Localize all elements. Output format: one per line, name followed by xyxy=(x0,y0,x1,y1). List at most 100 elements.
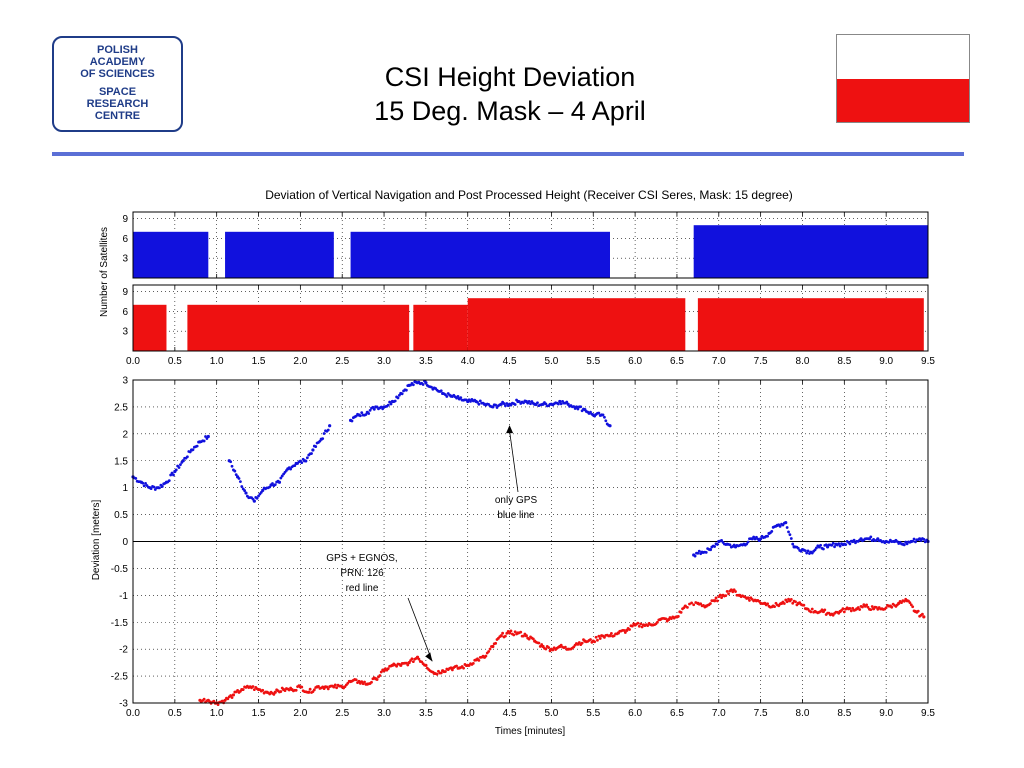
egnos-point-fill xyxy=(346,681,350,685)
egnos-point-fill xyxy=(679,610,683,614)
gps-only-point-fill xyxy=(202,439,206,443)
egnos-point-fill xyxy=(690,601,693,605)
deviation-frame xyxy=(132,379,929,704)
logo-line-5: RESEARCH xyxy=(86,98,149,110)
egnos-point-fill xyxy=(477,658,481,662)
gps-only-point-fill xyxy=(229,460,233,464)
gps-only-point-fill xyxy=(919,539,923,542)
egnos-point-fill xyxy=(909,603,913,607)
gps-only-point-fill xyxy=(421,383,425,386)
egnos-point-fill xyxy=(363,680,366,684)
egnos-point-fill xyxy=(890,605,894,609)
egnos-point-fill xyxy=(494,641,498,645)
gps-only-point xyxy=(708,547,713,552)
chart-title: Deviation of Vertical Navigation and Pos… xyxy=(265,188,793,202)
gps-only-point-fill xyxy=(174,468,178,472)
deviation-xtick-label: 4.5 xyxy=(503,708,517,719)
egnos-point-fill xyxy=(789,597,793,601)
egnos-satellites-xtick-label: 5.5 xyxy=(586,356,600,367)
egnos-point-fill xyxy=(734,590,737,593)
gps-only-point xyxy=(277,480,282,484)
deviation-xtick-label: 6.5 xyxy=(670,708,684,719)
egnos-satellites-xtick-label: 7.0 xyxy=(712,356,726,367)
deviation-ytick-label: -3 xyxy=(119,699,128,710)
gps-only-point-fill xyxy=(565,400,569,404)
gps-only-point xyxy=(566,402,570,406)
egnos-point-fill xyxy=(386,667,390,671)
egnos-point-fill xyxy=(216,703,220,706)
gps-only-point-fill xyxy=(715,543,719,546)
egnos-point-fill xyxy=(519,630,523,634)
egnos-satellites-xtick-label: 9.0 xyxy=(879,356,893,367)
deviation-ytick-label: -1 xyxy=(119,591,128,602)
egnos-point-fill xyxy=(902,599,906,603)
gps-only-point-fill xyxy=(505,402,509,405)
egnos-point-fill xyxy=(802,603,806,607)
gps-only-point xyxy=(491,405,495,409)
egnos-satellites-bar xyxy=(467,298,686,351)
deviation-xtick-label: 7.5 xyxy=(754,708,768,719)
egnos-point-fill xyxy=(766,602,770,606)
gps-only-point xyxy=(424,381,428,385)
gps-only-point-fill xyxy=(404,388,408,392)
gps-only-point-fill xyxy=(364,413,368,416)
egnos-satellites-xtick-label: 2.5 xyxy=(335,356,349,367)
egnos-point-fill xyxy=(785,600,789,604)
gps-only-point-fill xyxy=(368,408,372,412)
deviation-xtick-label: 9.5 xyxy=(921,708,935,719)
egnos-point-fill xyxy=(417,657,421,661)
gps-only-point-fill xyxy=(589,410,592,414)
gps-only-point-fill xyxy=(789,537,793,540)
gps-satellites-bar xyxy=(133,231,209,278)
gps-only-point-fill xyxy=(503,404,507,408)
egnos-point-fill xyxy=(727,592,730,596)
gps-only-point-fill xyxy=(411,383,415,387)
egnos-satellites-frame xyxy=(132,284,929,352)
gps-only-point-fill xyxy=(887,540,891,544)
egnos-point-fill xyxy=(471,661,475,665)
egnos-point-fill xyxy=(656,620,659,624)
egnos-point-fill xyxy=(782,602,786,605)
egnos-point xyxy=(223,698,227,702)
egnos-point-fill xyxy=(513,630,517,634)
gps-only-point-fill xyxy=(787,530,790,534)
gps-only-point-fill xyxy=(852,538,856,542)
gps-only-point-fill xyxy=(388,400,392,404)
gps-only-point-fill xyxy=(905,542,909,546)
deviation-xtick-label: 5.0 xyxy=(544,708,558,719)
egnos-point-fill xyxy=(589,638,592,641)
egnos-point-fill xyxy=(884,606,888,610)
gps-only-point-fill xyxy=(310,452,313,455)
egnos-satellites-xtick-label: 0.5 xyxy=(168,356,182,367)
gps-only-point-fill xyxy=(371,405,375,409)
egnos-point-fill xyxy=(861,605,864,609)
annotation-egnos-arrow xyxy=(407,597,433,662)
gps-only-point-fill xyxy=(821,547,825,551)
gps-only-point-fill xyxy=(195,444,199,448)
egnos-point-fill xyxy=(395,664,399,668)
egnos-point xyxy=(507,631,512,635)
gps-only-point-fill xyxy=(459,396,463,400)
gps-only-point-fill xyxy=(597,411,601,415)
logo-line-6: CENTRE xyxy=(94,110,141,122)
gps-only-point-fill xyxy=(806,549,810,553)
gps-only-point-fill xyxy=(400,392,404,396)
egnos-point-fill xyxy=(300,685,304,689)
gps-only-point-fill xyxy=(791,542,795,546)
egnos-point-fill xyxy=(908,601,912,605)
egnos-point-fill xyxy=(308,687,312,691)
polish-flag xyxy=(836,34,970,123)
egnos-point-fill xyxy=(773,605,776,609)
gps-only-point-fill xyxy=(240,485,244,488)
deviation-xtick-label: 4.0 xyxy=(461,708,475,719)
annotation-gps-arrow xyxy=(509,431,519,493)
egnos-point xyxy=(524,634,528,638)
gps-only-point-fill xyxy=(831,541,835,545)
egnos-point-fill xyxy=(598,637,602,640)
egnos-satellites-xtick-label: 0.0 xyxy=(126,356,140,367)
egnos-point-fill xyxy=(709,602,712,605)
gps-only-point xyxy=(244,491,248,495)
egnos-point-fill xyxy=(636,621,640,625)
egnos-point-fill xyxy=(809,610,813,614)
